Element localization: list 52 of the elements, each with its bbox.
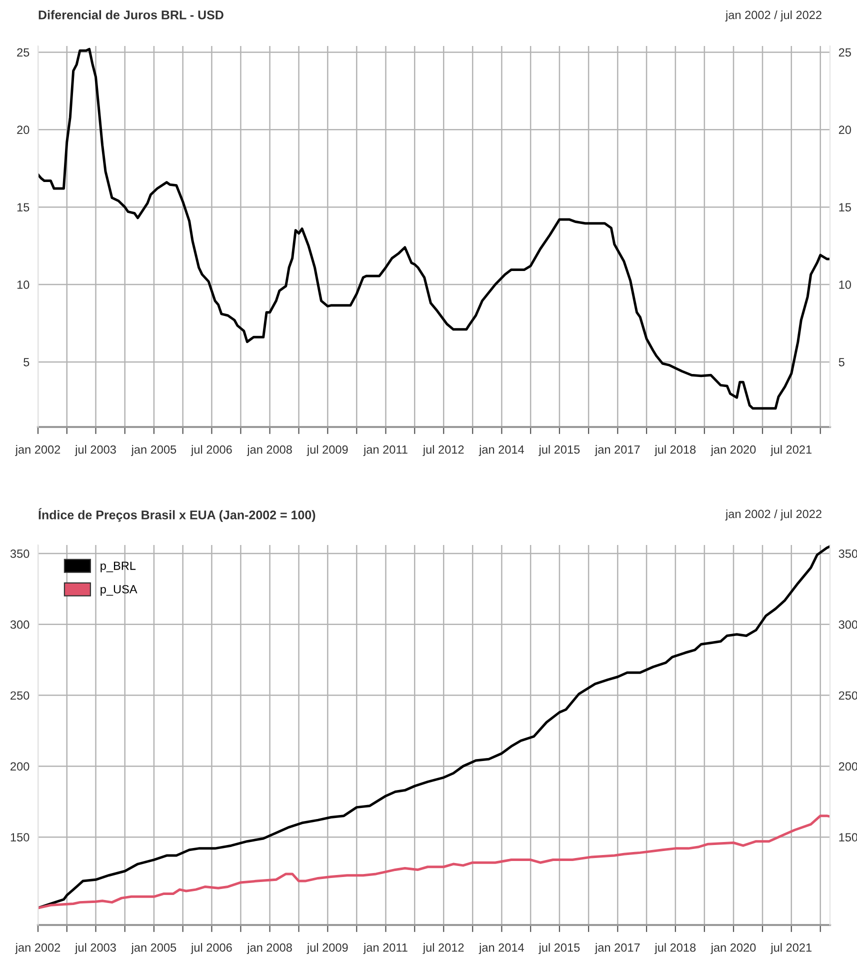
chart-subtitle: jan 2002 / jul 2022 [725, 10, 822, 22]
chart-title: Diferencial de Juros BRL - USD [38, 10, 224, 20]
x-tick-label: jul 2003 [74, 943, 116, 954]
y2-tick-label: 5 [838, 358, 844, 366]
x-tick-label: jul 2018 [654, 943, 696, 954]
y-tick-label: 150 [10, 833, 30, 842]
y2-tick-label: 20 [838, 126, 852, 134]
line-series [38, 545, 830, 910]
chart-title: Índice de Preços Brasil x EUA (Jan-2002 = 100) [38, 508, 316, 522]
x-tick-label: jan 2002 [15, 445, 60, 456]
x-tick-label: jul 2015 [538, 943, 580, 954]
y-tick-label: 10 [17, 280, 30, 289]
x-tick-label: jul 2009 [306, 445, 348, 456]
x-tick-label: jan 2011 [363, 445, 408, 456]
legend-label: p_BRL [100, 562, 136, 572]
chart-subtitle: jan 2002 / jul 2022 [725, 509, 822, 521]
x-tick-label: jan 2014 [478, 943, 524, 954]
y-tick-label: 350 [10, 550, 30, 558]
x-tick-label: jul 2021 [770, 943, 812, 954]
x-tick-label: jul 2015 [538, 445, 580, 456]
x-tick-label: jan 2020 [710, 445, 756, 456]
x-tick-label: jul 2006 [190, 445, 232, 456]
x-tick-label: jul 2012 [422, 445, 464, 456]
legend-label: p_USA [100, 585, 138, 596]
line-series [38, 814, 830, 910]
x-tick-label: jan 2017 [594, 445, 640, 456]
y2-tick-label: 25 [838, 48, 851, 57]
x-tick-label: jan 2014 [478, 445, 524, 456]
y-tick-label: 15 [17, 203, 30, 212]
y-tick-label: 300 [10, 620, 30, 629]
y-tick-label: 20 [17, 126, 30, 134]
y-tick-label: 200 [10, 762, 30, 771]
x-tick-label: jan 2008 [246, 943, 292, 954]
y2-tick-label: 15 [839, 203, 851, 212]
x-tick-label: jul 2006 [190, 943, 232, 954]
y-tick-label: 5 [24, 358, 30, 366]
line-series [38, 48, 830, 410]
x-tick-label: jul 2009 [306, 943, 348, 954]
x-tick-label: jul 2018 [654, 445, 696, 456]
y-tick-label: 250 [10, 691, 30, 700]
x-tick-label: jan 2005 [131, 943, 176, 954]
x-tick-label: jan 2017 [594, 943, 640, 954]
x-tick-label: jan 2008 [246, 445, 292, 456]
x-tick-label: jan 2005 [131, 445, 176, 456]
y2-tick-label: 10 [839, 280, 852, 289]
x-tick-label: jul 2021 [770, 445, 812, 456]
x-tick-label: jan 2002 [15, 943, 60, 954]
x-tick-label: jul 2003 [74, 445, 116, 456]
x-tick-label: jan 2011 [363, 943, 408, 954]
x-tick-label: jul 2012 [422, 943, 464, 954]
x-tick-label: jan 2020 [710, 943, 756, 954]
y-tick-label: 25 [17, 48, 30, 57]
